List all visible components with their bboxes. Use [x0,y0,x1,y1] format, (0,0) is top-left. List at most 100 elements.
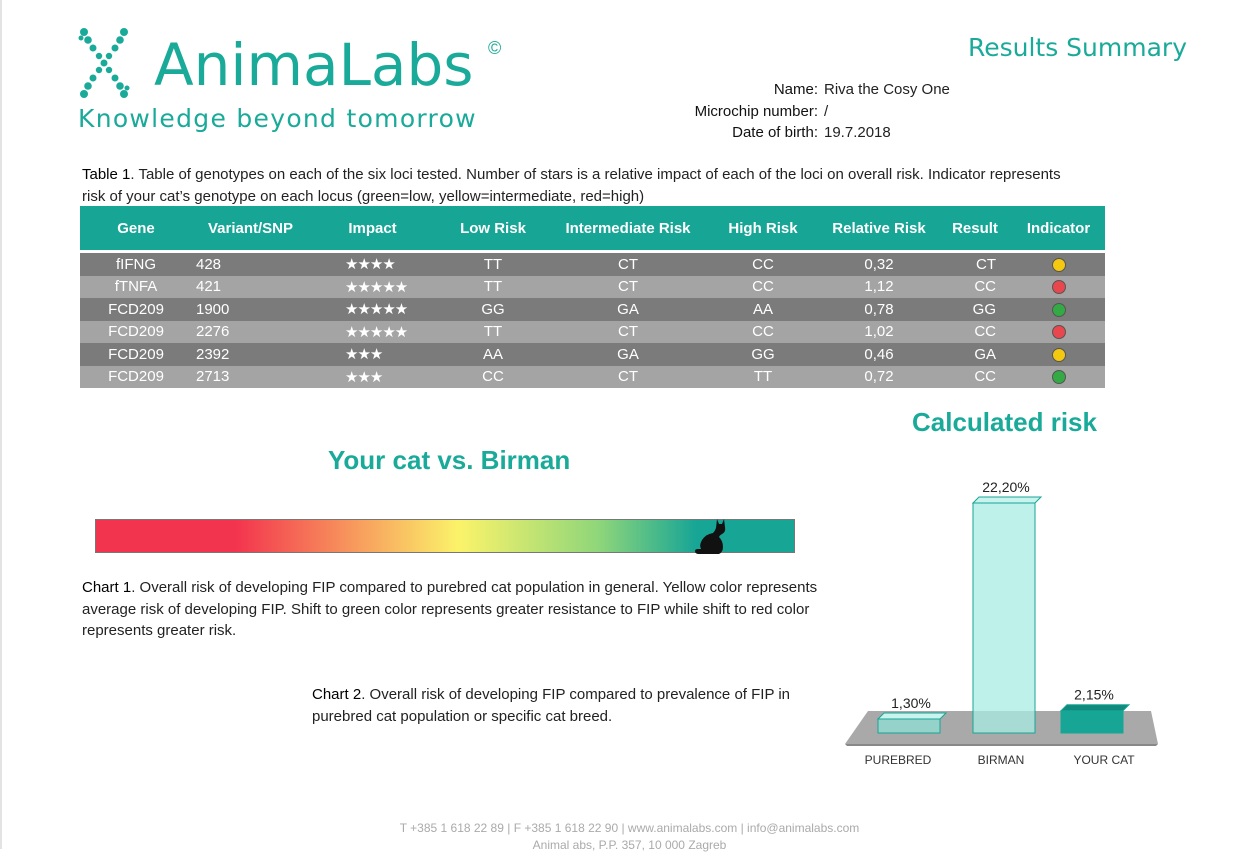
bar-top [1059,704,1131,712]
relative-risk-cell: 0,46 [820,343,938,366]
impact-stars: ★★★ [309,365,436,388]
high-risk-cell: CC [706,320,820,343]
microchip-number: / [824,102,829,120]
gene-cell: FCD209 [80,343,192,366]
low-risk-cell: AA [436,343,550,366]
dna-helix-icon [78,28,130,98]
bar-your-cat [1060,710,1124,734]
impact-stars: ★★★★★ [309,298,436,321]
copyright-mark: © [488,38,502,58]
impact-stars: ★★★★★ [309,320,436,343]
gene-cell: FCD209 [80,298,192,321]
indicator-dot-yellow [1051,257,1066,272]
table-row: FCD209 2713 ★★★ CC CT TT 0,72 CC [80,365,1105,388]
result-cell: GG [938,298,1012,321]
intermediate-risk-cell: GA [550,298,706,321]
relative-risk-cell: 1,12 [820,275,938,298]
low-risk-cell: CC [436,365,550,388]
table-row: fTNFA 421 ★★★★★ TT CT CC 1,12 CC [80,275,1105,298]
result-cell: GA [938,343,1012,366]
high-risk-cell: GG [706,343,820,366]
indicator-cell [1012,275,1105,298]
intermediate-risk-cell: CT [550,320,706,343]
result-cell: CT [938,251,1012,276]
table-header-row: Gene Variant/SNP Impact Low Risk Interme… [80,206,1105,253]
col-intermediate-risk: Intermediate Risk [550,206,706,253]
indicator-cell [1012,343,1105,366]
table1-caption-text: . Table of genotypes on each of the six … [82,166,1061,205]
bar-value-label: 2,15% [1074,687,1114,703]
result-cell: CC [938,275,1012,298]
variant-cell: 2713 [192,365,309,388]
bar-purebred [877,718,941,734]
relative-risk-cell: 0,72 [820,365,938,388]
chart1-caption: Chart 1. Overall risk of developing FIP … [82,577,822,642]
col-high-risk: High Risk [706,206,820,253]
indicator-cell [1012,365,1105,388]
col-indicator: Indicator [1012,206,1105,253]
bar-top [971,496,1043,504]
indicator-dot-red [1051,280,1066,295]
indicator-dot-green [1051,302,1066,317]
intermediate-risk-cell: GA [550,343,706,366]
intermediate-risk-cell: CT [550,365,706,388]
table-row: FCD209 1900 ★★★★★ GG GA AA 0,78 GG [80,298,1105,321]
table1-caption-label: Table 1 [82,166,131,183]
chart2-caption-label: Chart 2 [312,686,362,703]
high-risk-cell: TT [706,365,820,388]
brand-tagline: Knowledge beyond tomorrow [78,104,477,133]
genotype-table: Gene Variant/SNP Impact Low Risk Interme… [80,206,1105,388]
gene-cell: FCD209 [80,320,192,343]
low-risk-cell: GG [436,298,550,321]
col-relative-risk: Relative Risk [820,206,938,253]
table-row: FCD209 2276 ★★★★★ TT CT CC 1,02 CC [80,320,1105,343]
category-label: YOUR CAT [1073,753,1135,767]
gene-cell: fIFNG [80,251,192,276]
bar-value-label: 1,30% [891,695,931,711]
bar-birman [972,502,1036,734]
variant-cell: 428 [192,251,309,276]
impact-stars: ★★★ [309,343,436,366]
chart2-title: Calculated risk [912,407,1097,437]
table-row: fIFNG 428 ★★★★ TT CT CC 0,32 CT [80,251,1105,276]
chip-label: Microchip number: [694,102,818,120]
table1-caption: Table 1. Table of genotypes on each of t… [82,164,1072,207]
risk-gradient-bar [95,519,795,554]
relative-risk-cell: 0,32 [820,251,938,276]
high-risk-cell: CC [706,251,820,276]
calculated-risk-chart: 1,30% PUREBRED 22,20% BIRMAN 2,15% YOUR CAT [845,479,1158,767]
variant-cell: 1900 [192,298,309,321]
relative-risk-cell: 0,78 [820,298,938,321]
gene-cell: FCD209 [80,365,192,388]
low-risk-cell: TT [436,320,550,343]
indicator-cell [1012,298,1105,321]
high-risk-cell: CC [706,275,820,298]
impact-stars: ★★★★ [309,251,436,276]
footer-address: Animal abs, P.P. 357, 10 000 Zagreb [532,838,727,852]
bar-value-label: 22,20% [982,479,1029,495]
category-label: BIRMAN [978,753,1025,767]
col-variant: Variant/SNP [192,206,309,253]
variant-cell: 2392 [192,343,309,366]
col-impact: Impact [309,206,436,253]
intermediate-risk-cell: CT [550,275,706,298]
cat-silhouette-icon [695,519,726,554]
variant-cell: 2276 [192,320,309,343]
bar-top [876,712,948,720]
indicator-dot-red [1051,325,1066,340]
chart-floor-shadow [845,744,1158,746]
high-risk-cell: AA [706,298,820,321]
col-result: Result [938,206,1012,253]
intermediate-risk-cell: CT [550,251,706,276]
indicator-dot-green [1051,370,1066,385]
impact-stars: ★★★★★ [309,275,436,298]
col-gene: Gene [80,206,192,253]
col-low-risk: Low Risk [436,206,550,253]
indicator-dot-yellow [1051,347,1066,362]
result-cell: CC [938,365,1012,388]
low-risk-cell: TT [436,251,550,276]
gene-cell: fTNFA [80,275,192,298]
result-cell: CC [938,320,1012,343]
indicator-cell [1012,320,1105,343]
indicator-cell [1012,251,1105,276]
